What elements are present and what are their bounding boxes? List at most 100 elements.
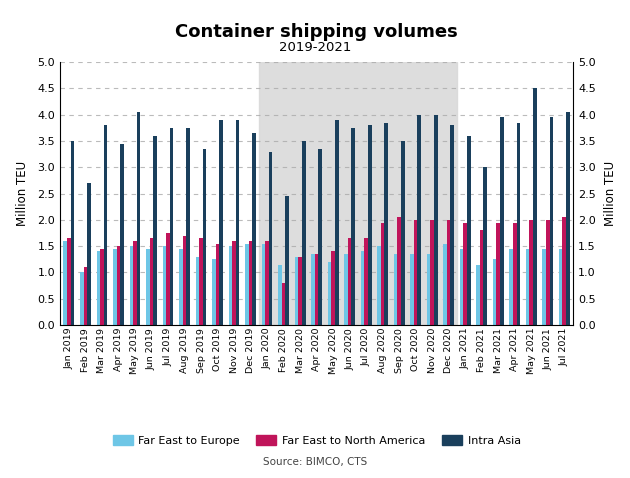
Text: Source: BIMCO, CTS: Source: BIMCO, CTS [263,457,367,467]
Bar [398,217,401,325]
Bar [150,239,153,325]
Bar [517,122,520,325]
Bar [563,217,566,325]
Bar [261,244,265,325]
Bar [480,230,483,325]
Bar [199,239,203,325]
Bar [559,249,563,325]
Bar [414,220,418,325]
Bar [282,283,285,325]
Bar [401,141,404,325]
Bar [269,152,273,325]
Bar [384,122,388,325]
Bar [232,241,236,325]
Bar [542,249,546,325]
Bar [179,249,183,325]
Bar [318,149,322,325]
Bar [236,120,239,325]
Bar [546,220,549,325]
Bar [368,125,372,325]
Bar [364,239,368,325]
Bar [195,257,199,325]
Bar [265,241,269,325]
Bar [467,136,471,325]
Bar [377,246,381,325]
Bar [352,128,355,325]
Bar [394,254,398,325]
Bar [117,246,120,325]
Bar [80,272,84,325]
Bar [529,220,533,325]
Bar [71,141,74,325]
Bar [113,249,117,325]
Text: 2019-2021: 2019-2021 [279,41,351,54]
Bar [315,254,318,325]
Bar [203,149,207,325]
Bar [311,254,315,325]
Bar [153,136,157,325]
Bar [100,249,104,325]
Bar [381,223,384,325]
Bar [460,249,463,325]
Bar [335,120,338,325]
Bar [549,117,553,325]
Bar [493,259,496,325]
Bar [302,141,306,325]
Bar [137,112,140,325]
Bar [285,196,289,325]
Bar [513,223,517,325]
Bar [259,62,457,325]
Y-axis label: Million TEU: Million TEU [604,161,617,226]
Y-axis label: Million TEU: Million TEU [16,161,29,226]
Bar [298,257,302,325]
Bar [450,125,454,325]
Bar [566,112,570,325]
Bar [170,128,173,325]
Bar [120,144,124,325]
Bar [249,241,253,325]
Bar [278,265,282,325]
Bar [219,120,223,325]
Bar [229,246,232,325]
Bar [447,220,450,325]
Bar [133,241,137,325]
Title: Container shipping volumes: Container shipping volumes [175,23,458,41]
Bar [245,244,249,325]
Bar [418,115,421,325]
Bar [526,249,529,325]
Bar [84,267,88,325]
Bar [96,251,100,325]
Bar [533,88,537,325]
Bar [64,241,67,325]
Bar [130,246,133,325]
Bar [253,133,256,325]
Bar [500,117,503,325]
Bar [146,249,150,325]
Bar [476,265,480,325]
Bar [463,223,467,325]
Bar [104,125,107,325]
Bar [434,115,438,325]
Bar [509,249,513,325]
Bar [443,244,447,325]
Bar [331,251,335,325]
Bar [496,223,500,325]
Bar [212,259,215,325]
Bar [186,128,190,325]
Bar [410,254,414,325]
Bar [88,183,91,325]
Bar [360,251,364,325]
Bar [166,233,170,325]
Bar [427,254,430,325]
Bar [163,246,166,325]
Bar [344,254,348,325]
Bar [67,239,71,325]
Bar [183,236,186,325]
Bar [430,220,434,325]
Bar [348,239,352,325]
Bar [483,167,487,325]
Legend: Far East to Europe, Far East to North America, Intra Asia: Far East to Europe, Far East to North Am… [108,431,525,450]
Bar [215,244,219,325]
Bar [295,257,298,325]
Bar [328,262,331,325]
